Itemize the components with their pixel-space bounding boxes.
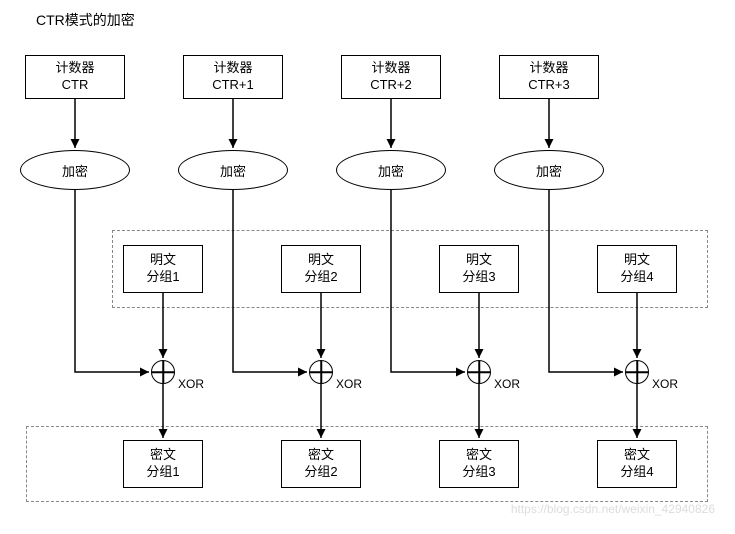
cipher-box-3: 密文 分组3 [439,440,519,488]
counter-l2: CTR+1 [184,77,282,94]
xor-node-1 [151,360,175,384]
plain-l1: 明文 [440,252,518,269]
cipher-box-2: 密文 分组2 [281,440,361,488]
xor-label-1: XOR [178,377,204,391]
encrypt-label: 加密 [62,161,88,180]
cipher-l1: 密文 [282,447,360,464]
plain-l1: 明文 [124,252,202,269]
counter-l1: 计数器 [26,60,124,77]
encrypt-label: 加密 [220,161,246,180]
cipher-l2: 分组1 [124,464,202,481]
counter-box-3: 计数器 CTR+2 [341,55,441,99]
xor-label-2: XOR [336,377,362,391]
plain-box-1: 明文 分组1 [123,245,203,293]
counter-l2: CTR+2 [342,77,440,94]
xor-node-4 [625,360,649,384]
plain-box-3: 明文 分组3 [439,245,519,293]
cipher-box-1: 密文 分组1 [123,440,203,488]
cipher-l1: 密文 [124,447,202,464]
counter-box-4: 计数器 CTR+3 [499,55,599,99]
counter-l1: 计数器 [184,60,282,77]
plain-l2: 分组1 [124,269,202,286]
cipher-box-4: 密文 分组4 [597,440,677,488]
encrypt-oval-4: 加密 [494,150,604,190]
plain-l2: 分组2 [282,269,360,286]
plain-l2: 分组3 [440,269,518,286]
plain-l2: 分组4 [598,269,676,286]
encrypt-oval-2: 加密 [178,150,288,190]
encrypt-oval-1: 加密 [20,150,130,190]
cipher-l1: 密文 [598,447,676,464]
counter-box-1: 计数器 CTR [25,55,125,99]
xor-label-3: XOR [494,377,520,391]
counter-l2: CTR [26,77,124,94]
cipher-l2: 分组2 [282,464,360,481]
xor-node-2 [309,360,333,384]
plain-box-4: 明文 分组4 [597,245,677,293]
counter-l1: 计数器 [342,60,440,77]
encrypt-oval-3: 加密 [336,150,446,190]
counter-l1: 计数器 [500,60,598,77]
diagram-title: CTR模式的加密 [36,10,135,30]
encrypt-label: 加密 [536,161,562,180]
plain-box-2: 明文 分组2 [281,245,361,293]
xor-label-4: XOR [652,377,678,391]
cipher-l2: 分组3 [440,464,518,481]
cipher-l2: 分组4 [598,464,676,481]
encrypt-label: 加密 [378,161,404,180]
diagram-canvas: CTR模式的加密 计数器 CTR 加密 明文 分组1 XOR 密文 分组1 计数… [0,0,735,534]
watermark-text: https://blog.csdn.net/weixin_42940826 [511,502,715,516]
counter-box-2: 计数器 CTR+1 [183,55,283,99]
counter-l2: CTR+3 [500,77,598,94]
cipher-l1: 密文 [440,447,518,464]
plain-l1: 明文 [282,252,360,269]
plain-l1: 明文 [598,252,676,269]
xor-node-3 [467,360,491,384]
